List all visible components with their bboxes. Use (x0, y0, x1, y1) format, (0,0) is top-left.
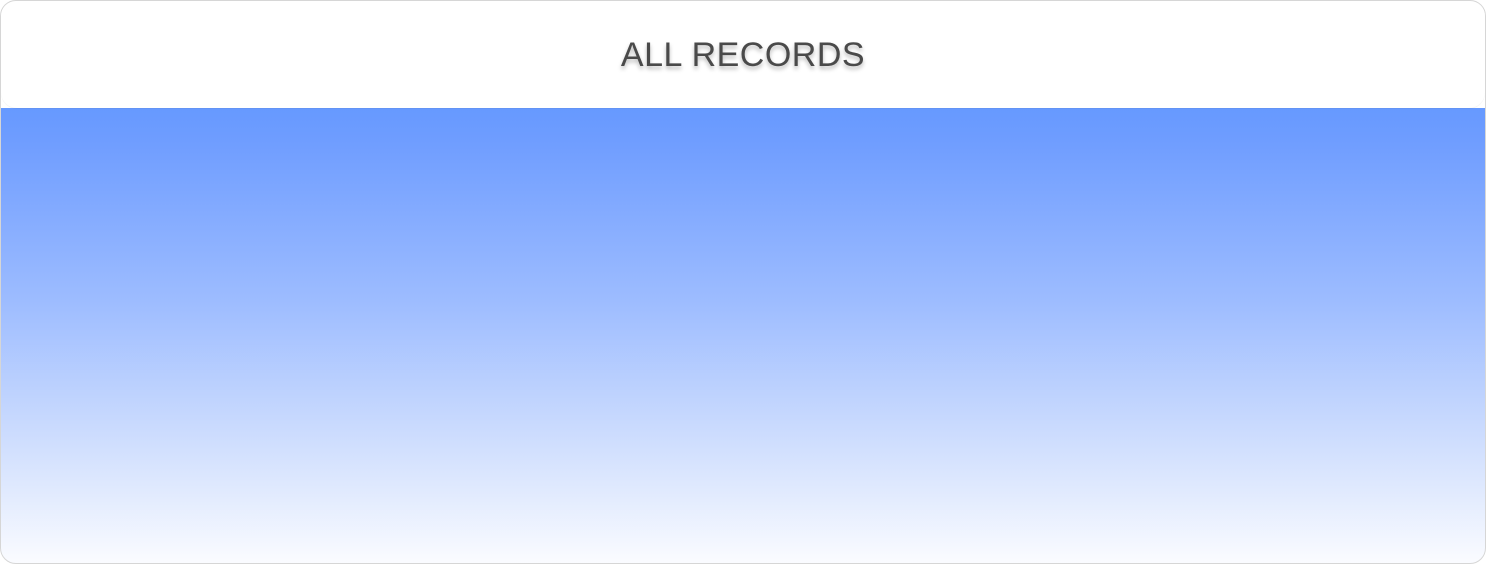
records-content-area (1, 108, 1485, 563)
page-header: ALL RECORDS (1, 1, 1485, 108)
page-title: ALL RECORDS (620, 36, 866, 74)
